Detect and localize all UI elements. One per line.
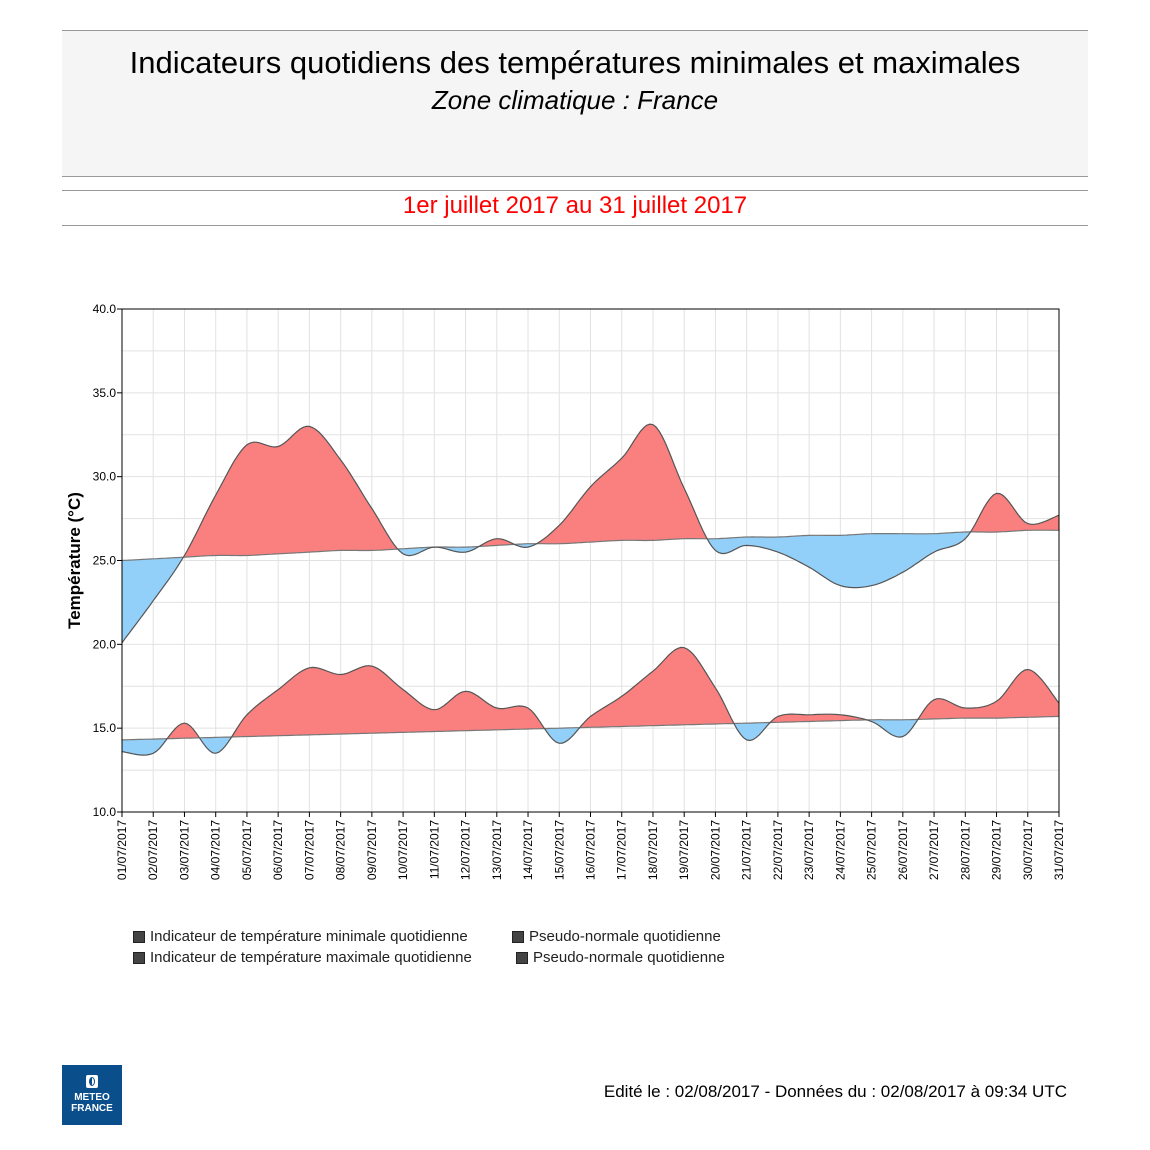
- indicator-line-min: [121, 646, 1060, 756]
- x-tick-label: 01/07/2017: [115, 820, 129, 880]
- legend-label: Pseudo-normale quotidienne: [529, 928, 721, 945]
- x-tick-label: 24/07/2017: [833, 820, 847, 880]
- logo-icon: [86, 1075, 98, 1088]
- x-tick-label: 07/07/2017: [302, 820, 316, 880]
- legend-item-normal-min: Pseudo-normale quotidienne: [512, 928, 721, 945]
- x-tick-label: 04/07/2017: [209, 820, 223, 880]
- x-tick-label: 18/07/2017: [646, 820, 660, 880]
- x-tick-label: 26/07/2017: [896, 820, 910, 880]
- legend-swatch: [133, 930, 145, 943]
- x-tick-label: 21/07/2017: [740, 820, 754, 880]
- indicator-line-max: [121, 423, 1060, 644]
- x-tick-label: 28/07/2017: [958, 820, 972, 880]
- legend-label: Indicateur de température minimale quoti…: [150, 928, 468, 945]
- x-tick-label: 13/07/2017: [490, 820, 504, 880]
- x-tick-label: 17/07/2017: [615, 820, 629, 880]
- chart-subtitle: Zone climatique : France: [431, 85, 719, 115]
- x-tick-label: 08/07/2017: [334, 820, 348, 880]
- legend-label: Pseudo-normale quotidienne: [533, 949, 725, 966]
- x-tick-label: 05/07/2017: [240, 820, 254, 880]
- legend-item-normal-max: Pseudo-normale quotidienne: [516, 949, 725, 966]
- legend-swatch: [133, 951, 145, 964]
- x-tick-label: 11/07/2017: [427, 820, 441, 879]
- y-tick-label: 35.0: [93, 386, 117, 400]
- meteo-france-logo: METEO FRANCE: [62, 1065, 122, 1125]
- period-band: 1er juillet 2017 au 31 juillet 2017: [62, 190, 1088, 226]
- x-tick-label: 31/07/2017: [1052, 820, 1066, 880]
- y-tick-label: 20.0: [93, 637, 117, 651]
- x-tick-label: 22/07/2017: [771, 820, 785, 880]
- y-axis-label: Température (°C): [65, 492, 84, 629]
- legend-item-min: Indicateur de température minimale quoti…: [133, 928, 468, 945]
- header-panel: Indicateurs quotidiens des températures …: [62, 30, 1088, 177]
- y-tick-label: 10.0: [93, 805, 117, 819]
- normal-line-min: [122, 715, 1060, 741]
- legend-label: Indicateur de température maximale quoti…: [150, 949, 472, 966]
- legend-item-max: Indicateur de température maximale quoti…: [133, 949, 472, 966]
- legend-swatch: [512, 930, 524, 943]
- x-tick-label: 27/07/2017: [927, 820, 941, 880]
- x-tick-label: 15/07/2017: [552, 820, 566, 880]
- period-label: 1er juillet 2017 au 31 juillet 2017: [402, 192, 748, 219]
- x-tick-label: 25/07/2017: [865, 820, 879, 880]
- legend-swatch: [516, 951, 528, 964]
- x-tick-label: 12/07/2017: [459, 820, 473, 880]
- chart-title: Indicateurs quotidiens des températures …: [129, 45, 1021, 80]
- x-tick-label: 29/07/2017: [990, 820, 1004, 880]
- y-tick-label: 25.0: [93, 554, 117, 568]
- logo-text: METEO: [74, 1092, 110, 1103]
- y-tick-label: 30.0: [93, 470, 117, 484]
- footer-edit-info: Edité le : 02/08/2017 - Données du : 02/…: [603, 1082, 1067, 1101]
- x-tick-label: 09/07/2017: [365, 820, 379, 880]
- x-tick-label: 06/07/2017: [271, 820, 285, 880]
- y-tick-label: 40.0: [93, 302, 117, 316]
- x-tick-label: 14/07/2017: [521, 820, 535, 880]
- logo-text: FRANCE: [71, 1103, 113, 1114]
- x-tick-label: 03/07/2017: [177, 820, 191, 880]
- x-tick-label: 23/07/2017: [802, 820, 816, 880]
- y-tick-label: 15.0: [93, 721, 117, 735]
- anomaly-above-area-max: [122, 424, 1059, 561]
- x-tick-label: 20/07/2017: [708, 820, 722, 880]
- x-tick-label: 02/07/2017: [146, 820, 160, 880]
- x-tick-label: 16/07/2017: [584, 820, 598, 880]
- x-tick-label: 10/07/2017: [396, 820, 410, 880]
- x-tick-label: 19/07/2017: [677, 820, 691, 880]
- anomaly-above-area-min: [122, 647, 1059, 740]
- normal-line-max: [121, 529, 1059, 562]
- x-tick-label: 30/07/2017: [1021, 820, 1035, 880]
